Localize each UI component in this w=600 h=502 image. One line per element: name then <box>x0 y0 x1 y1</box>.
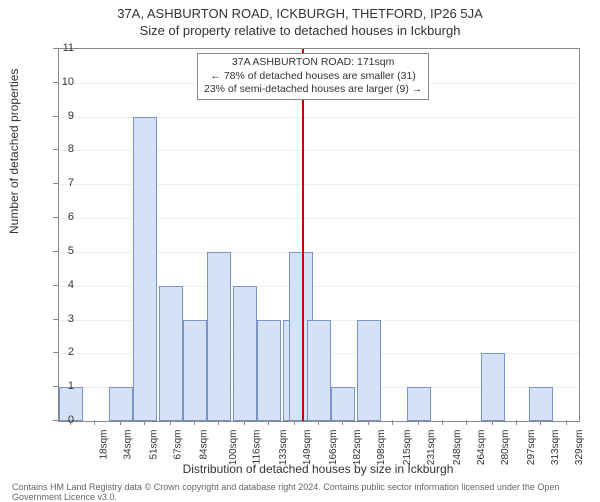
x-tick-label: 182sqm <box>352 430 363 466</box>
histogram-bar <box>257 320 281 421</box>
x-tick-label: 198sqm <box>376 430 387 466</box>
x-tick-label: 215sqm <box>402 430 413 466</box>
x-tick-mark <box>540 420 541 425</box>
histogram-bar <box>159 286 183 421</box>
y-tick-label: 7 <box>58 177 74 189</box>
y-tick-mark <box>53 420 58 421</box>
y-tick-label: 11 <box>58 42 74 54</box>
x-tick-mark <box>170 420 171 425</box>
x-tick-mark <box>120 420 121 425</box>
x-tick-mark <box>392 420 393 425</box>
plot-area: 37A ASHBURTON ROAD: 171sqm← 78% of detac… <box>58 48 580 422</box>
y-tick-label: 10 <box>58 76 74 88</box>
x-tick-label: 149sqm <box>302 430 313 466</box>
x-tick-mark <box>418 420 419 425</box>
histogram-bar <box>529 387 553 421</box>
histogram-bar <box>233 286 257 421</box>
info-box-line: 37A ASHBURTON ROAD: 171sqm <box>204 56 422 70</box>
y-tick-label: 0 <box>58 414 74 426</box>
x-tick-label: 18sqm <box>99 430 110 460</box>
histogram-bar <box>109 387 133 421</box>
y-tick-mark <box>53 82 58 83</box>
x-tick-mark <box>516 420 517 425</box>
x-tick-mark <box>566 420 567 425</box>
y-tick-mark <box>53 217 58 218</box>
y-tick-mark <box>53 149 58 150</box>
title-line1: 37A, ASHBURTON ROAD, ICKBURGH, THETFORD,… <box>0 0 600 21</box>
info-box-line: 23% of semi-detached houses are larger (… <box>204 83 422 97</box>
x-tick-mark <box>466 420 467 425</box>
title-line2: Size of property relative to detached ho… <box>0 23 600 38</box>
x-tick-mark <box>194 420 195 425</box>
chart-container: 37A, ASHBURTON ROAD, ICKBURGH, THETFORD,… <box>0 0 600 500</box>
x-tick-label: 51sqm <box>148 430 159 460</box>
y-tick-label: 5 <box>58 245 74 257</box>
x-axis-label: Distribution of detached houses by size … <box>58 462 578 476</box>
y-tick-mark <box>53 48 58 49</box>
y-tick-mark <box>53 116 58 117</box>
x-tick-mark <box>218 420 219 425</box>
x-tick-label: 100sqm <box>228 430 239 466</box>
x-tick-label: 248sqm <box>452 430 463 466</box>
x-tick-label: 116sqm <box>252 430 263 465</box>
y-tick-mark <box>53 251 58 252</box>
x-tick-mark <box>318 420 319 425</box>
x-tick-label: 84sqm <box>198 430 209 460</box>
reference-line <box>302 49 304 421</box>
x-tick-label: 313sqm <box>550 430 561 466</box>
info-box-line: ← 78% of detached houses are smaller (31… <box>204 70 422 84</box>
x-tick-label: 133sqm <box>278 430 289 466</box>
x-tick-label: 329sqm <box>574 430 585 466</box>
histogram-bar <box>357 320 381 421</box>
x-tick-mark <box>144 420 145 425</box>
x-tick-mark <box>244 420 245 425</box>
y-tick-mark <box>53 386 58 387</box>
histogram-bar <box>183 320 207 421</box>
x-tick-mark <box>442 420 443 425</box>
x-tick-mark <box>294 420 295 425</box>
footnote: Contains HM Land Registry data © Crown c… <box>12 482 600 502</box>
x-tick-label: 166sqm <box>328 430 339 466</box>
histogram-bar <box>331 387 355 421</box>
x-tick-label: 231sqm <box>426 430 437 466</box>
x-tick-label: 264sqm <box>476 430 487 466</box>
x-tick-mark <box>268 420 269 425</box>
x-tick-mark <box>492 420 493 425</box>
x-tick-label: 280sqm <box>500 430 511 466</box>
y-tick-label: 6 <box>58 211 74 223</box>
x-tick-label: 67sqm <box>173 430 184 460</box>
histogram-bar <box>307 320 331 421</box>
histogram-bar <box>407 387 431 421</box>
y-tick-mark <box>53 319 58 320</box>
histogram-bar <box>481 353 505 421</box>
x-tick-label: 34sqm <box>123 430 134 460</box>
y-tick-mark <box>53 285 58 286</box>
y-tick-mark <box>53 183 58 184</box>
y-tick-label: 1 <box>58 380 74 392</box>
x-tick-mark <box>70 420 71 425</box>
y-tick-label: 4 <box>58 279 74 291</box>
y-axis-label: Number of detached properties <box>7 69 21 234</box>
histogram-bar <box>207 252 231 421</box>
y-tick-label: 2 <box>58 346 74 358</box>
info-box: 37A ASHBURTON ROAD: 171sqm← 78% of detac… <box>197 53 429 100</box>
y-tick-label: 3 <box>58 313 74 325</box>
x-tick-mark <box>342 420 343 425</box>
x-tick-label: 297sqm <box>526 430 537 466</box>
histogram-bar <box>133 117 157 421</box>
y-tick-label: 9 <box>58 110 74 122</box>
x-tick-mark <box>94 420 95 425</box>
x-tick-mark <box>368 420 369 425</box>
y-tick-mark <box>53 352 58 353</box>
y-tick-label: 8 <box>58 143 74 155</box>
